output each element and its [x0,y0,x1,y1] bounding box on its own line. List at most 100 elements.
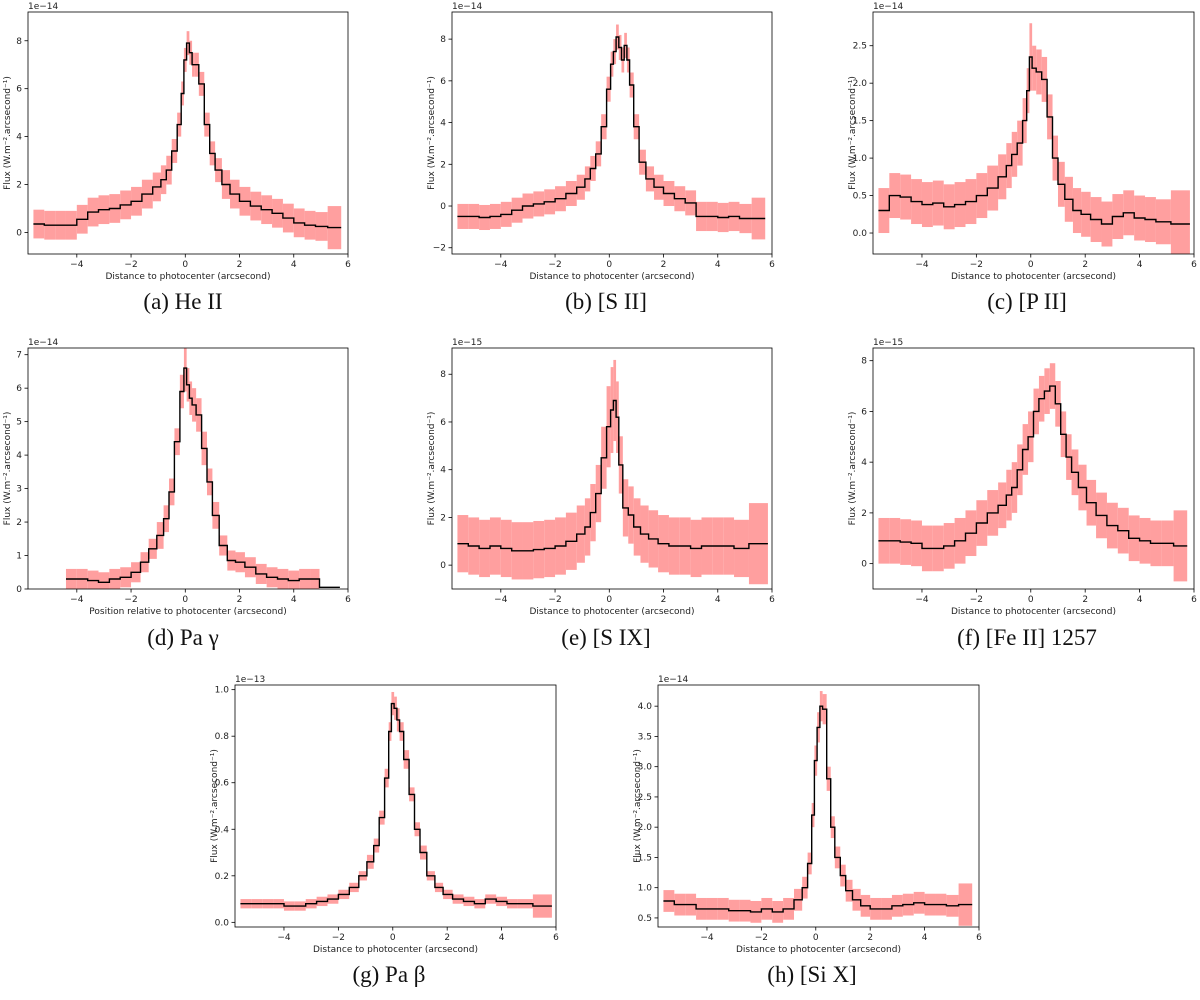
x-tick-label: 0 [606,260,612,270]
x-tick-label: 2 [867,933,873,943]
panel-caption: (a) He II [143,289,222,314]
x-axis-label: Distance to photocenter (arcsecond) [736,945,901,955]
error-bin [87,570,99,589]
offset-text: 1e−14 [658,675,689,685]
y-tick-label: 4 [440,466,446,476]
y-tick-label: 6 [16,85,22,95]
error-bin [98,572,110,589]
x-tick-label: 6 [976,933,982,943]
error-bin [183,348,187,392]
panel-f: −4 −2 0 2 4 6 0 2 4 6 8 1e−15 Distance to photocente… [848,338,1197,650]
panel-caption: (e) [S IX] [561,625,650,650]
x-tick-label: 6 [553,933,559,943]
y-tick-label: 1.0 [853,154,868,164]
offset-text: 1e−14 [28,338,59,348]
panel-caption: (d) Pa γ [147,625,218,650]
y-tick-label: 2.0 [853,79,868,89]
axes-frame [27,11,349,255]
axes-frame [451,11,773,255]
axes-frame [451,347,773,590]
x-tick-label: 4 [922,933,928,943]
y-tick-label: 1 [16,552,22,562]
x-axis-label: Distance to photocenter (arcsecond) [313,945,478,955]
flux-step-line [663,705,973,913]
x-tick-label: 4 [499,933,505,943]
x-tick-label: 2 [237,260,243,270]
y-tick-label: 2.5 [638,793,652,803]
x-tick-label: 2 [661,260,667,270]
x-tick-label: −2 [548,595,561,605]
y-tick-label: 6 [861,407,867,417]
panel-caption: (b) [S II] [565,289,647,314]
y-axis-label: Flux (W.m⁻².arcsecond⁻¹) [633,749,643,863]
y-tick-label: 0 [440,561,446,571]
x-tick-label: −2 [124,595,137,605]
y-tick-label: 3 [16,485,22,495]
flux-step-line [457,399,768,552]
y-tick-label: 0 [16,585,22,595]
flux-step-line [878,56,1190,225]
flux-step-line [66,367,340,588]
y-tick-label: 0.0 [215,918,230,928]
panel-e: −4 −2 0 2 4 6 0 2 4 6 8 1e−15 Distance to photocente… [427,338,775,650]
y-tick-label: 0.0 [853,229,868,239]
panel-d: −4 −2 0 2 4 6 0 1 2 3 4 5 6 7 1e−14 Position relative t… [3,338,351,650]
offset-text: 1e−14 [452,2,483,12]
x-tick-label: 6 [345,260,351,270]
y-tick-label: 4 [861,458,867,468]
x-tick-label: −2 [970,595,983,605]
y-tick-label: 6 [440,77,446,87]
y-tick-label: 0.8 [215,732,230,742]
y-tick-label: 4 [16,451,22,461]
x-axis-label: Distance to photocenter (arcsecond) [530,272,695,282]
x-tick-label: 2 [661,595,667,605]
y-tick-label: 7 [16,351,22,361]
axes-frame [27,347,349,590]
error-bin [1170,190,1190,254]
x-tick-label: 6 [345,595,351,605]
y-tick-label: 0.2 [215,872,229,882]
flux-step-line [240,702,552,907]
x-tick-label: −2 [124,260,137,270]
x-axis-label: Distance to photocenter (arcsecond) [951,607,1116,617]
y-tick-label: 6 [16,384,22,394]
y-axis-label: Flux (W.m⁻².arcsecond⁻¹) [848,76,858,190]
error-bin [288,570,300,589]
error-band [457,24,766,240]
x-tick-label: 0 [182,595,188,605]
panel-caption: (g) Pa β [352,962,425,987]
y-tick-label: 4.0 [638,702,653,712]
y-tick-label: 1.5 [638,853,652,863]
y-axis-label: Flux (W.m⁻².arcsecond⁻¹) [210,749,220,863]
y-tick-label: 8 [861,357,867,367]
y-tick-label: 2 [861,509,867,519]
y-tick-label: 0.5 [853,192,867,202]
x-tick-label: −4 [915,260,929,270]
axes-frame [234,684,557,928]
y-tick-label: 2 [440,513,446,523]
y-tick-label: 5 [16,418,22,428]
offset-text: 1e−13 [235,675,265,685]
panel-h: −4 −2 0 2 4 6 0.5 1.0 1.5 2.0 2.5 3.0 3.5 4.0 1e−14 Dis… [633,675,982,987]
x-tick-label: 4 [291,260,297,270]
y-tick-label: 4 [440,119,446,129]
y-axis-label: Flux (W.m⁻².arcsecond⁻¹) [848,412,858,526]
axes-frame [872,11,1195,255]
y-tick-label: 6 [440,418,446,428]
error-band [878,23,1190,254]
y-tick-label: 1.0 [638,884,653,894]
y-tick-label: −2 [433,244,446,254]
x-tick-label: 4 [715,260,721,270]
error-band [663,691,973,926]
y-axis-label: Flux (W.m⁻².arcsecond⁻¹) [427,412,437,526]
x-tick-label: 0 [182,260,188,270]
error-band [65,348,320,589]
x-tick-label: 4 [1137,260,1143,270]
x-tick-label: 2 [444,933,450,943]
x-tick-label: −4 [915,595,929,605]
y-tick-label: 2 [440,160,446,170]
y-tick-label: 2 [16,518,22,528]
x-tick-label: −2 [548,260,561,270]
flux-step-line [457,36,766,220]
